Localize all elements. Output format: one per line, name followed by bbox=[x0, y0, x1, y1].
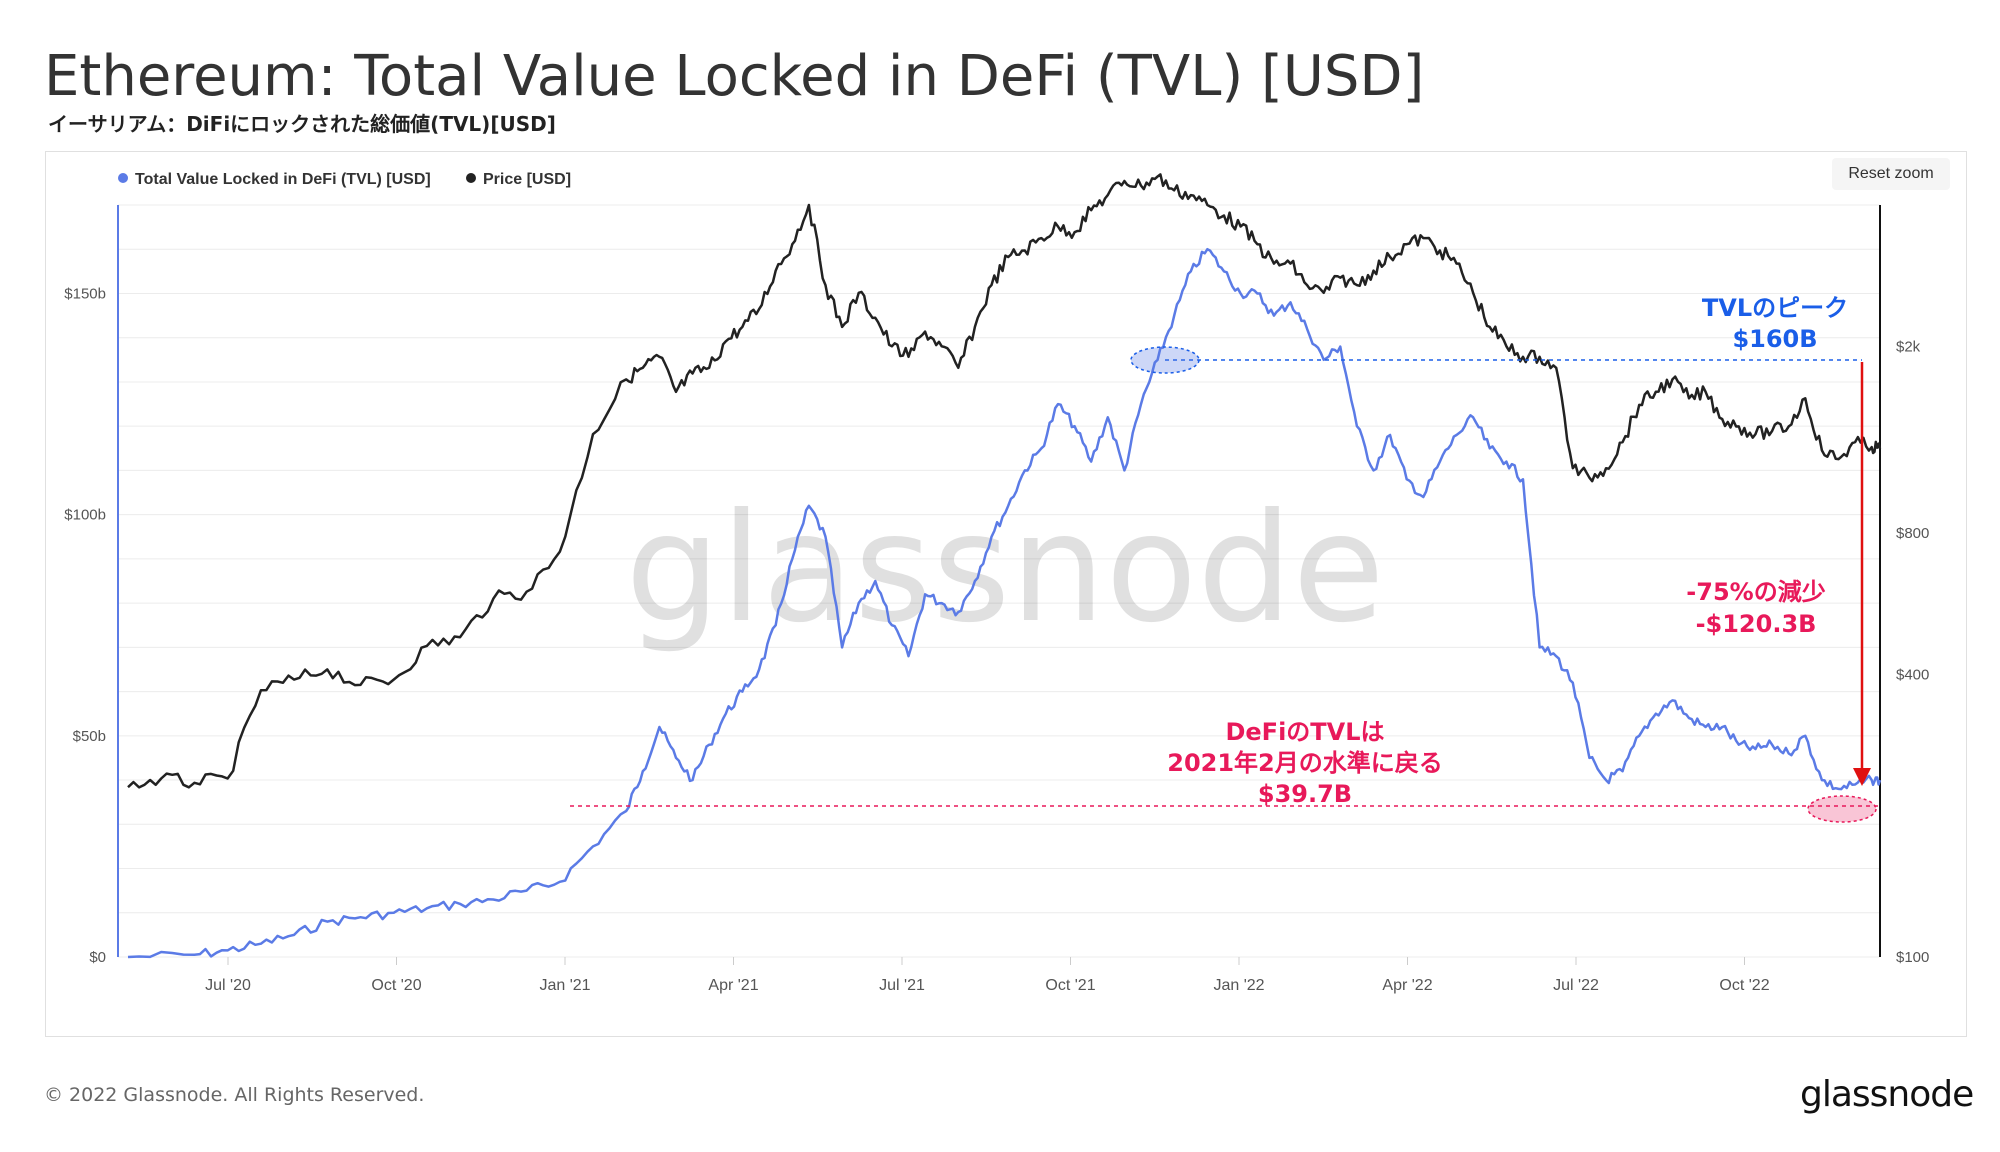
x-tick-label: Jan '22 bbox=[1213, 977, 1264, 994]
left-tick-label: $0 bbox=[89, 949, 106, 966]
series-tvl-line bbox=[127, 247, 1882, 959]
x-tick-label: Jul '22 bbox=[1553, 977, 1599, 994]
copyright: © 2022 Glassnode. All Rights Reserved. bbox=[44, 1084, 425, 1106]
x-tick-label: Jul '20 bbox=[205, 977, 251, 994]
reset-zoom-button[interactable]: Reset zoom bbox=[1832, 158, 1950, 190]
right-tick-label: $2k bbox=[1896, 338, 1921, 355]
watermark: glassnode bbox=[625, 482, 1384, 656]
right-tick-label: $800 bbox=[1896, 525, 1929, 542]
left-tick-label: $50b bbox=[73, 728, 106, 745]
peak-value: $160B bbox=[1732, 325, 1817, 353]
right-tick-label: $100 bbox=[1896, 949, 1929, 966]
x-tick-label: Jul '21 bbox=[879, 977, 925, 994]
x-tick-label: Oct '20 bbox=[371, 977, 421, 994]
drop-value: -$120.3B bbox=[1696, 610, 1817, 638]
legend-price-marker bbox=[466, 173, 476, 183]
x-tick-label: Oct '21 bbox=[1045, 977, 1095, 994]
current-highlight bbox=[1807, 795, 1877, 823]
brand-logo: glassnode bbox=[1800, 1074, 1974, 1115]
right-tick-label: $400 bbox=[1896, 666, 1929, 683]
legend: Total Value Locked in DeFi (TVL) [USD] P… bbox=[118, 171, 571, 188]
x-tick-label: Apr '22 bbox=[1382, 977, 1432, 994]
left-axis-ticks: $0 $50b $100b $150b bbox=[64, 285, 106, 966]
legend-tvl-marker bbox=[118, 173, 128, 183]
x-tick-label: Oct '22 bbox=[1719, 977, 1769, 994]
peak-highlight bbox=[1130, 346, 1200, 374]
peak-label: TVLのピーク bbox=[1702, 294, 1848, 322]
legend-tvl-label[interactable]: Total Value Locked in DeFi (TVL) [USD] bbox=[135, 171, 431, 188]
defi-return-label: DeFiのTVLは bbox=[1225, 718, 1384, 746]
page-title: Ethereum: Total Value Locked in DeFi (TV… bbox=[44, 44, 1425, 109]
x-tick-label: Apr '21 bbox=[708, 977, 758, 994]
legend-price-label[interactable]: Price [USD] bbox=[483, 171, 571, 188]
annotations: TVLのピーク $160B -75%の減少 -$120.3B DeFiのTVLは… bbox=[570, 294, 1880, 823]
drop-arrow-head bbox=[1853, 768, 1871, 786]
left-tick-label: $150b bbox=[64, 285, 106, 302]
defi-return-value: $39.7B bbox=[1258, 780, 1352, 808]
page-subtitle: イーサリアム：DiFiにロックされた総価値(TVL)[USD] bbox=[48, 112, 556, 136]
chart-panel bbox=[45, 151, 1967, 1037]
left-tick-label: $100b bbox=[64, 507, 106, 524]
defi-return-label-2: 2021年2月の水準に戻る bbox=[1167, 749, 1443, 777]
x-tick-label: Jan '21 bbox=[539, 977, 590, 994]
x-axis-ticks: Jul '20 Oct '20 Jan '21 Apr '21 Jul '21 Oct '… bbox=[205, 957, 1770, 994]
series-price-line bbox=[127, 173, 1882, 789]
drop-label: -75%の減少 bbox=[1686, 578, 1825, 606]
right-axis-ticks: $100 $400 $800 $2k bbox=[1896, 338, 1929, 966]
gridlines bbox=[118, 204, 1880, 958]
